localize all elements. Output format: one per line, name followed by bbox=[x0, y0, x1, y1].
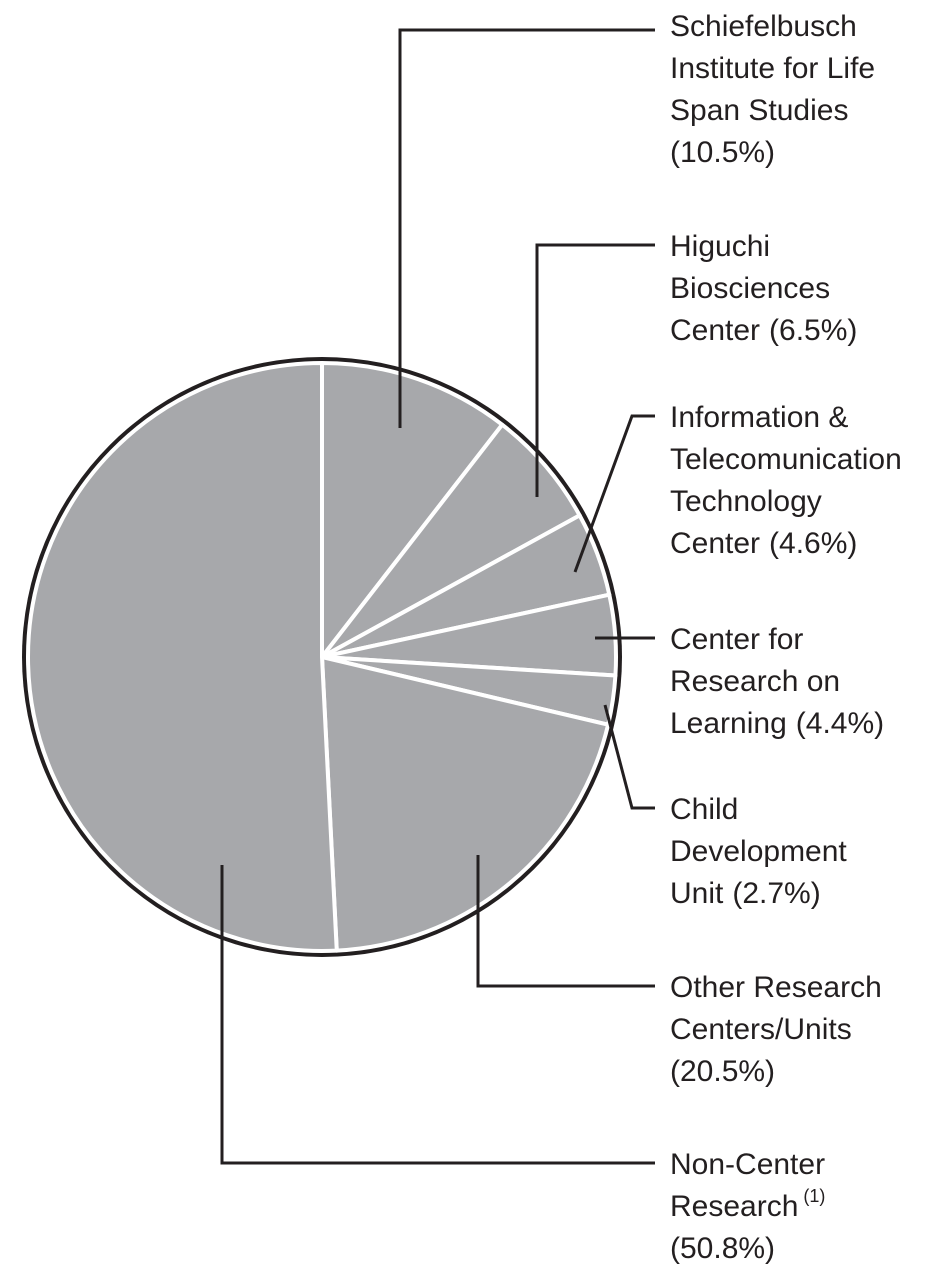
pie-slice bbox=[26, 361, 339, 953]
slice-label: Schiefelbusch Institute for Life Span Stud… bbox=[670, 10, 875, 127]
label-line: Higuchi bbox=[670, 230, 770, 263]
pie-slice bbox=[320, 422, 582, 659]
leader-line bbox=[535, 243, 655, 497]
value-label: (20.5%) bbox=[670, 1055, 775, 1088]
slice-label: Other Research Centers/Units bbox=[670, 971, 882, 1046]
leader-line bbox=[220, 865, 655, 1165]
leader-line bbox=[476, 855, 655, 988]
label-line: Child bbox=[670, 793, 738, 826]
label-line: Development bbox=[670, 835, 847, 868]
leader-line bbox=[573, 414, 655, 573]
label-line: Unit bbox=[670, 877, 724, 910]
label-line: Schiefelbusch bbox=[670, 10, 857, 43]
label-line: Other Research bbox=[670, 971, 882, 1004]
value-label: (6.5%) bbox=[769, 314, 857, 347]
label-line: Research on bbox=[670, 665, 840, 698]
slice-label: Information & Telecomunication Technology C… bbox=[670, 401, 902, 560]
label-line: Non-Center bbox=[670, 1148, 825, 1181]
value-label: (4.4%) bbox=[796, 707, 884, 740]
label-line: Technology bbox=[670, 485, 822, 518]
pie-slice bbox=[320, 655, 611, 953]
label-line: Centers/Units bbox=[670, 1013, 852, 1046]
value-label: (50.8%) bbox=[670, 1232, 775, 1265]
value-label: (4.6%) bbox=[769, 527, 857, 560]
pie-slice bbox=[320, 361, 505, 659]
slice-label: Non-Center Research bbox=[670, 1148, 825, 1223]
label-line: Center bbox=[670, 314, 760, 347]
label-line: Research bbox=[670, 1190, 798, 1223]
value-label: (2.7%) bbox=[732, 877, 820, 910]
leader-line bbox=[603, 704, 655, 810]
slice-label: Child Development Unit bbox=[670, 793, 847, 910]
label-line: Telecomunication bbox=[670, 443, 902, 476]
label-line: Center for bbox=[670, 623, 803, 656]
label-line: Center bbox=[670, 527, 760, 560]
label-line: Information & bbox=[670, 401, 848, 434]
value-label: (10.5%) bbox=[670, 136, 775, 169]
footnote-marker: (1) bbox=[803, 1186, 825, 1206]
label-line: Institute for Life bbox=[670, 52, 875, 85]
slice-label: Center for Research on Learning bbox=[670, 623, 840, 740]
label-line: Learning bbox=[670, 707, 787, 740]
label-line: Span Studies bbox=[670, 94, 848, 127]
slice-label: Higuchi Biosciences Center bbox=[670, 230, 830, 347]
leader-line bbox=[398, 28, 655, 428]
label-line: Biosciences bbox=[670, 272, 830, 305]
